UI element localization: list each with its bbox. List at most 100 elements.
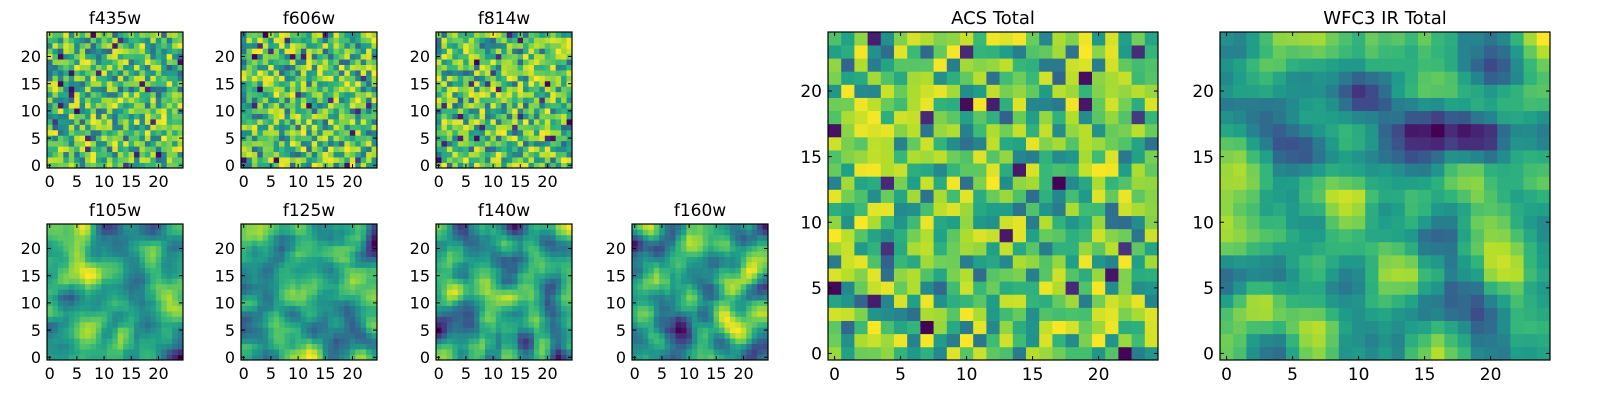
heatmap-cell: [555, 305, 562, 312]
heatmap-cell: [675, 256, 682, 263]
heatmap-cell: [349, 119, 356, 125]
heatmap-cell: [311, 278, 318, 285]
heatmap-cell: [680, 283, 687, 290]
heatmap-cell: [512, 240, 518, 247]
heatmap-cell: [659, 300, 665, 306]
heatmap-cell: [708, 234, 714, 241]
heatmap-cell: [74, 294, 80, 301]
heatmap-cell: [441, 283, 448, 290]
heatmap-cell: [659, 289, 665, 296]
heatmap-cell: [920, 307, 934, 321]
heatmap-cell: [517, 113, 524, 120]
heatmap-cell: [933, 294, 948, 308]
heatmap-cell: [642, 278, 649, 285]
heatmap-cell: [106, 240, 113, 247]
heatmap-cell: [246, 305, 253, 312]
heatmap-cell: [333, 245, 340, 252]
heatmap-cell: [539, 354, 546, 361]
heatmap-cell: [355, 349, 362, 355]
heatmap-cell: [360, 64, 367, 71]
heatmap-cell: [139, 102, 146, 109]
heatmap-cell: [257, 316, 264, 323]
heatmap-cell: [268, 262, 274, 268]
heatmap-cell: [523, 86, 529, 93]
heatmap-cell: [474, 278, 480, 285]
heatmap-cell: [880, 241, 895, 256]
heatmap-cell: [729, 245, 736, 252]
heatmap-cell: [371, 289, 378, 296]
heatmap-cell: [300, 70, 307, 76]
heatmap-cell: [735, 240, 742, 247]
heatmap-cell: [463, 113, 469, 120]
heatmap-cell: [907, 268, 921, 282]
heatmap-cell: [90, 272, 97, 279]
heatmap-cell: [74, 321, 80, 328]
heatmap-cell: [284, 354, 291, 361]
heatmap-cell: [735, 349, 742, 355]
heatmap-cell: [306, 97, 313, 104]
heatmap-cell: [52, 102, 59, 109]
heatmap-cell: [161, 305, 168, 312]
heatmap-cell: [47, 157, 53, 163]
heatmap-cell: [468, 305, 475, 312]
heatmap-cell: [653, 354, 660, 361]
heatmap-cell: [317, 119, 323, 125]
heatmap-cell: [1078, 268, 1093, 282]
heatmap-cell: [490, 80, 497, 87]
heatmap-cell: [517, 267, 524, 274]
heatmap-cell: [702, 294, 709, 301]
heatmap-cell: [484, 283, 491, 290]
heatmap-cell: [123, 251, 129, 257]
heatmap-cell: [555, 224, 562, 230]
heatmap-cell: [517, 278, 524, 285]
y-tick-label: 10: [410, 102, 430, 121]
heatmap-cell: [533, 311, 540, 317]
heatmap-cell: [144, 311, 151, 317]
heatmap-cell: [246, 32, 253, 38]
heatmap-cell: [123, 349, 129, 355]
heatmap-cell: [446, 151, 453, 158]
heatmap-cell: [533, 59, 540, 65]
heatmap-cell: [555, 37, 562, 44]
x-tick-label: 5: [266, 364, 276, 383]
heatmap-cell: [317, 113, 323, 120]
heatmap-cell: [523, 80, 529, 87]
heatmap-cell: [134, 294, 140, 301]
heatmap-cell: [317, 37, 323, 44]
heatmap-cell: [539, 64, 546, 71]
heatmap-cell: [757, 327, 763, 334]
heatmap-cell: [289, 240, 296, 247]
heatmap-cell: [360, 267, 367, 274]
heatmap-cell: [317, 102, 323, 109]
heatmap-cell: [306, 224, 313, 230]
heatmap-cell: [139, 245, 146, 252]
heatmap-cell: [986, 215, 1000, 230]
heatmap-cell: [134, 42, 140, 49]
heatmap-cell: [457, 338, 464, 345]
heatmap-cell: [468, 113, 475, 120]
heatmap-cell: [300, 135, 307, 142]
heatmap-cell: [289, 332, 296, 339]
heatmap-cell: [675, 349, 682, 355]
heatmap-cell: [106, 224, 113, 230]
heatmap-cell: [63, 289, 70, 296]
heatmap-cell: [561, 37, 567, 44]
heatmap-cell: [251, 146, 258, 153]
heatmap-cell: [68, 332, 75, 339]
heatmap-cell: [349, 234, 356, 241]
heatmap-cell: [523, 305, 529, 312]
heatmap-cell: [523, 102, 529, 109]
heatmap-cell: [241, 70, 247, 76]
heatmap-cell: [79, 80, 86, 87]
heatmap-cell: [161, 124, 168, 131]
heatmap-cell: [867, 320, 882, 335]
heatmap-cell: [262, 108, 269, 114]
x-tick-label: 5: [266, 172, 276, 191]
heatmap-cell: [828, 189, 842, 203]
heatmap-cell: [279, 283, 285, 290]
heatmap-cell: [495, 294, 502, 301]
heatmap-cell: [257, 332, 264, 339]
heatmap-cell: [52, 146, 59, 153]
heatmap-cell: [528, 272, 535, 279]
